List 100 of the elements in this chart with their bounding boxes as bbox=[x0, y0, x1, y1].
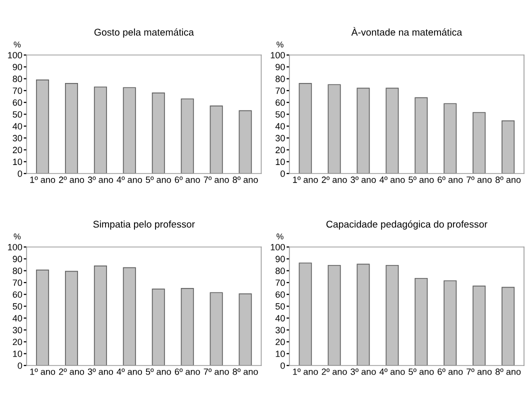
y-tick-label: 0 bbox=[18, 170, 22, 177]
x-tick-label: 6º ano bbox=[174, 368, 200, 375]
x-tick-label: 7º ano bbox=[204, 176, 229, 183]
y-tick-label: 30 bbox=[12, 134, 22, 142]
x-tick-label: 2º ano bbox=[59, 368, 84, 375]
bar bbox=[64, 270, 78, 366]
x-tick-label: 8º ano bbox=[232, 368, 258, 375]
x-tick-label: 3º ano bbox=[88, 368, 114, 375]
y-tick-label: 90 bbox=[12, 256, 22, 262]
y-tick-label: 90 bbox=[276, 64, 285, 70]
y-tick-label: 80 bbox=[12, 76, 22, 82]
y-tick-label: 90 bbox=[276, 256, 285, 262]
x-tick-label: 4º ano bbox=[116, 368, 142, 375]
bar bbox=[238, 293, 252, 366]
bar bbox=[328, 84, 341, 174]
bar bbox=[386, 264, 399, 366]
bar bbox=[210, 292, 223, 366]
bar bbox=[386, 88, 399, 174]
y-tick-label: 10 bbox=[276, 158, 285, 166]
y-tick-label: 50 bbox=[12, 303, 22, 310]
y-tick-label: 30 bbox=[276, 134, 285, 142]
x-tick-label: 8º ano bbox=[232, 176, 258, 183]
y-tick-label: 100 bbox=[8, 52, 22, 58]
x-tick-label: 3º ano bbox=[350, 368, 376, 375]
bar bbox=[94, 266, 107, 366]
y-tick-label: 60 bbox=[12, 99, 22, 106]
y-tick-label: 30 bbox=[12, 326, 22, 334]
y-tick-label: 20 bbox=[276, 146, 285, 154]
x-tick-label: 7º ano bbox=[466, 368, 492, 375]
y-tick-label: 80 bbox=[276, 76, 285, 82]
x-tick-label: 1º ano bbox=[293, 176, 318, 183]
y-axis-title: % bbox=[14, 42, 21, 48]
y-tick-label: 0 bbox=[280, 170, 285, 177]
y-tick-label: 80 bbox=[12, 268, 22, 274]
x-tick-label: 7º ano bbox=[466, 176, 492, 183]
bar bbox=[36, 270, 50, 366]
x-tick-label: 8º ano bbox=[496, 176, 521, 183]
x-tick-label: 1º ano bbox=[30, 176, 56, 183]
bar bbox=[356, 88, 370, 174]
bar bbox=[152, 288, 165, 366]
y-tick-label: 10 bbox=[276, 350, 285, 357]
y-tick-label: 80 bbox=[276, 268, 285, 274]
y-tick-label: 70 bbox=[276, 88, 285, 94]
y-tick-label: 0 bbox=[280, 362, 285, 369]
y-tick-label: 40 bbox=[275, 315, 285, 322]
x-tick-label: 2º ano bbox=[322, 176, 347, 183]
y-tick-label: 100 bbox=[270, 52, 285, 58]
y-axis-title: % bbox=[14, 234, 21, 240]
bar bbox=[36, 79, 50, 174]
y-tick-label: 100 bbox=[270, 244, 285, 250]
y-tick-label: 40 bbox=[275, 123, 285, 130]
bar bbox=[180, 98, 194, 174]
x-tick-label: 5º ano bbox=[146, 176, 171, 183]
bar bbox=[122, 267, 136, 366]
x-tick-label: 4º ano bbox=[379, 176, 405, 183]
bar bbox=[414, 278, 428, 366]
x-tick-label: 1º ano bbox=[30, 368, 56, 375]
x-tick-label: 5º ano bbox=[408, 176, 434, 183]
y-tick-label: 90 bbox=[12, 64, 22, 70]
chart-title: Capacidade pedagógica do professor bbox=[326, 220, 488, 230]
bar bbox=[94, 86, 107, 174]
chart-title: Gosto pela matemática bbox=[94, 28, 194, 38]
y-tick-label: 50 bbox=[276, 303, 285, 310]
bar bbox=[298, 262, 312, 366]
bar bbox=[472, 112, 486, 174]
bar bbox=[502, 120, 515, 174]
x-tick-label: 7º ano bbox=[204, 368, 229, 375]
bar bbox=[472, 286, 486, 366]
x-tick-label: 2º ano bbox=[59, 176, 84, 183]
bar bbox=[238, 110, 252, 174]
bar bbox=[328, 264, 341, 366]
x-tick-label: 5º ano bbox=[408, 368, 434, 375]
bar bbox=[122, 87, 136, 174]
bar bbox=[298, 83, 312, 174]
x-tick-label: 8º ano bbox=[496, 368, 521, 375]
chart-title: Simpatia pelo professor bbox=[93, 220, 195, 230]
x-tick-label: 3º ano bbox=[88, 176, 114, 183]
y-tick-label: 60 bbox=[12, 291, 22, 298]
y-tick-label: 40 bbox=[12, 315, 22, 322]
y-axis-title: % bbox=[276, 42, 284, 48]
y-tick-label: 20 bbox=[12, 338, 22, 346]
y-tick-label: 70 bbox=[12, 280, 22, 286]
x-tick-label: 3º ano bbox=[350, 176, 376, 183]
chart-title: À-vontade na matemática bbox=[351, 27, 462, 36]
y-tick-label: 100 bbox=[8, 244, 22, 250]
y-tick-label: 20 bbox=[12, 146, 22, 154]
y-tick-label: 50 bbox=[12, 111, 22, 118]
y-tick-label: 60 bbox=[276, 291, 285, 298]
x-tick-label: 4º ano bbox=[379, 368, 405, 375]
bar bbox=[180, 288, 194, 366]
x-tick-label: 2º ano bbox=[322, 368, 347, 375]
y-tick-label: 60 bbox=[276, 99, 285, 106]
y-tick-label: 20 bbox=[276, 338, 285, 346]
x-tick-label: 6º ano bbox=[438, 176, 463, 183]
y-tick-label: 30 bbox=[276, 326, 285, 334]
x-tick-label: 5º ano bbox=[146, 368, 171, 375]
y-tick-label: 70 bbox=[276, 280, 285, 286]
bar bbox=[152, 92, 165, 174]
bar bbox=[502, 286, 515, 366]
bar bbox=[356, 264, 370, 366]
